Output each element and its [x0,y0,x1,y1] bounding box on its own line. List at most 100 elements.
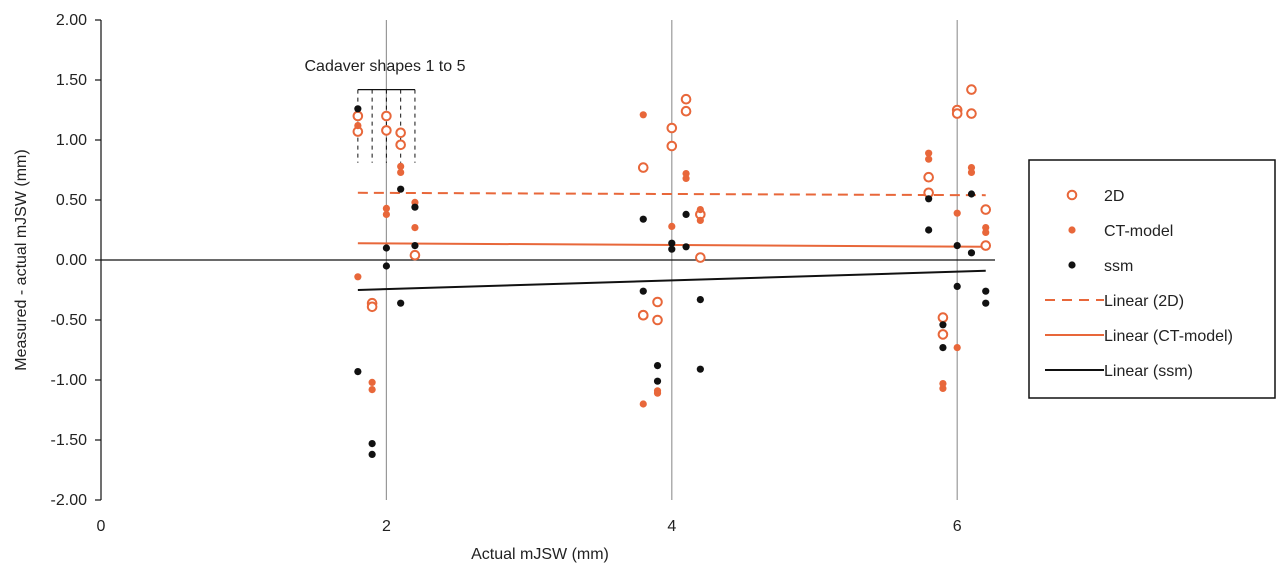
data-point-ct-model [382,204,390,212]
data-point-ssm [368,440,376,448]
y-tick-label: 0.00 [56,252,87,269]
data-point-ct-model [354,273,362,281]
x-tick-label: 4 [667,518,676,535]
data-point-ssm [397,185,405,193]
data-point-ct-model [397,168,405,176]
data-point-ssm [411,242,419,250]
data-point-ct-model [368,378,376,386]
data-point-ssm [982,299,990,307]
data-point-ct-model [967,168,976,176]
data-point-ct-model [368,386,376,394]
data-point-ssm [411,203,419,211]
data-point-ssm [639,215,647,223]
data-point-ssm [925,195,933,203]
y-axis-title: Measured - actual mJSW (mm) [13,149,30,370]
data-point-ssm [354,368,362,376]
data-point-2d [637,309,649,321]
data-point-ssm [653,362,662,370]
data-point-2d [680,105,692,117]
x-tick-label: 6 [953,518,962,535]
legend: 2D CT-model ssm Linear (2D) Linear (CT-model… [1028,159,1276,399]
y-tick-label: 1.00 [56,132,87,149]
data-point-ssm [696,365,704,373]
data-point-ct-model [939,384,947,392]
cadaver-shapes-bracket [357,88,416,163]
data-point-2d [966,84,977,95]
data-point-2d [695,252,706,263]
data-point-ct-model [696,206,704,214]
data-point-ct-model [982,228,990,236]
legend-label-2d: 2D [1104,188,1124,205]
x-tick-label: 0 [97,518,106,535]
legend-marker-ct-model [1068,226,1076,234]
data-point-2d [637,162,649,173]
data-point-ssm [639,287,647,295]
trendline-linear-2d [357,191,986,197]
data-point-2d [666,140,678,152]
data-point-ct-model [639,400,647,408]
legend-label-ct-model: CT-model [1104,223,1173,240]
data-point-ssm [939,344,947,352]
axes [100,20,995,500]
data-point-ct-model [411,224,419,232]
y-tick-label: -1.00 [51,372,88,389]
data-point-ct-model [696,216,704,224]
data-point-2d [951,108,963,119]
legend-label-linear-ssm: Linear (ssm) [1104,363,1193,380]
data-point-2d [937,329,949,340]
x-axis-ticks: 0 2 4 6 [97,518,962,535]
data-point-ct-model [397,162,405,170]
data-point-ct-model [653,389,662,397]
data-point-2d [680,93,692,105]
legend-marker-ssm [1068,261,1076,269]
data-point-ssm [668,245,676,253]
data-point-2d [923,171,934,183]
y-axis-ticks: 2.00 1.50 1.00 0.50 0.00 -0.50 -1.00 -1.50 -2.00 [51,12,101,509]
data-point-ssm [397,299,405,307]
data-point-ssm [982,287,990,295]
data-point-ssm [682,243,690,251]
data-point-ssm [382,262,390,270]
data-point-2d [980,240,992,251]
y-tick-label: -2.00 [51,492,88,509]
legend-marker-2d [1066,189,1078,201]
data-point-ssm [967,249,976,257]
data-point-ssm [354,105,362,113]
data-point-2d [652,314,663,326]
data-point-ct-model [682,174,690,182]
data-point-2d [381,125,392,136]
trendline-linear-ssm [357,269,986,291]
data-point-ct-model [639,111,647,119]
data-point-ct-model [925,155,933,163]
y-tick-label: -1.50 [51,432,88,449]
data-point-2d [937,312,949,323]
y-tick-label: 1.50 [56,72,87,89]
data-point-2d [395,139,406,151]
data-points [352,84,992,458]
legend-label-linear-2d: Linear (2D) [1104,293,1184,310]
x-tick-label: 2 [382,518,391,535]
data-point-ssm [967,190,976,198]
annotation-cadaver-shapes: Cadaver shapes 1 to 5 [305,58,466,75]
data-point-ssm [653,377,662,385]
data-point-2d [666,122,678,134]
data-point-ssm [925,226,933,234]
data-point-2d [352,110,364,122]
data-point-2d [395,127,406,139]
data-point-ct-model [354,122,362,130]
data-point-2d [366,301,378,313]
data-point-ct-model [668,222,676,230]
x-axis-title: Actual mJSW (mm) [471,546,609,563]
y-tick-label: 2.00 [56,12,87,29]
legend-label-ssm: ssm [1104,258,1133,275]
data-point-ct-model [925,149,933,157]
data-point-ssm [953,282,961,290]
data-point-ssm [382,244,390,252]
data-point-2d [966,108,977,119]
data-point-ct-model [953,344,961,352]
data-point-2d [381,110,392,122]
data-point-ssm [953,242,961,250]
y-tick-label: -0.50 [51,312,88,329]
data-point-2d [409,249,421,261]
data-point-ssm [668,239,676,247]
